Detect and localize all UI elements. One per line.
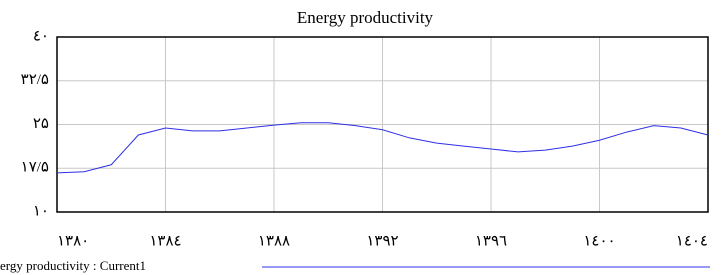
x-tick-label: ۱٤۰۰ <box>583 233 615 249</box>
legend-label: ergy productivity : Current1 <box>0 258 146 273</box>
x-tick-label: ۱۳۹۲ <box>366 233 398 249</box>
y-tick-label: ۱۰ <box>33 203 49 219</box>
y-tick-label: ۲۵ <box>33 116 49 132</box>
x-tick-label: ۱۳۸۰ <box>57 233 89 249</box>
y-tick-label: ۳۲/۵ <box>21 72 49 88</box>
chart: Energy productivity ۱۰ ۱۷/۵ ۲۵ ۳۲/۵ ٤۰ ۱۳۸۰ ۱۳… <box>0 0 722 275</box>
x-tick-label: ۱۳۹٦ <box>475 233 507 249</box>
x-tick-label: ۱۳۸٤ <box>149 233 181 249</box>
x-tick-label: ۱٤۰٤ <box>676 233 708 249</box>
x-tick-label: ۱۳۸۸ <box>258 233 290 249</box>
y-tick-label: ٤۰ <box>33 28 49 44</box>
chart-title: Energy productivity <box>297 8 434 27</box>
y-tick-label: ۱۷/۵ <box>21 160 49 176</box>
